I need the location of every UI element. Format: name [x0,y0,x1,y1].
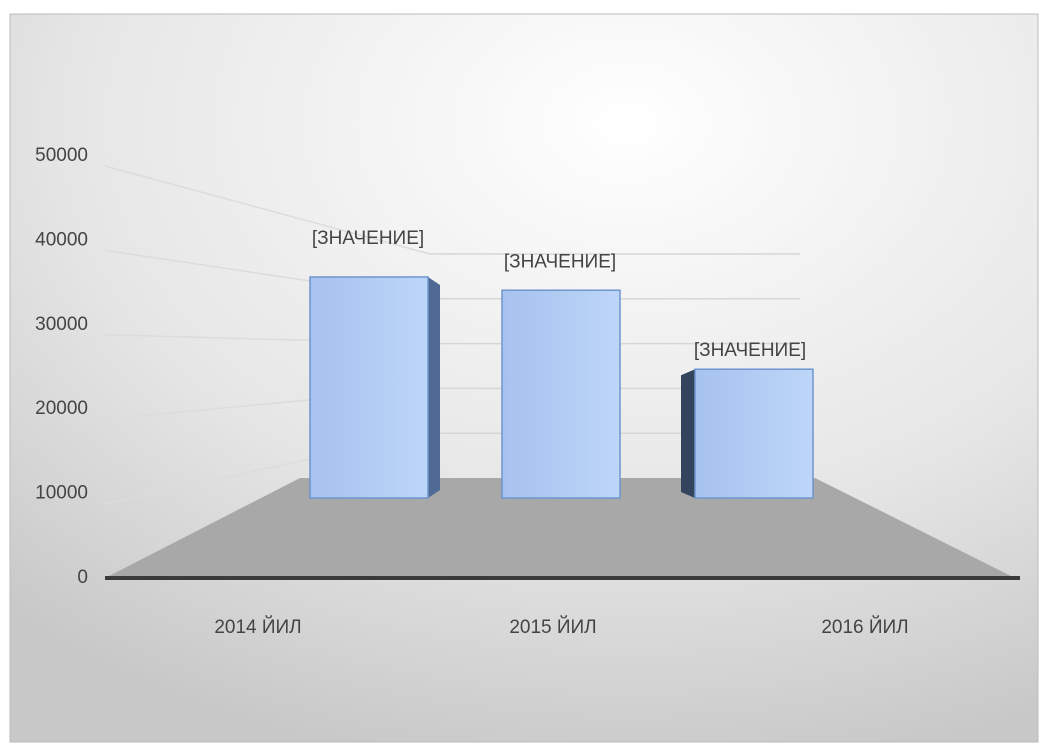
grid-line [104,165,431,255]
x-tick-label: 2015 ЙИЛ [509,616,596,638]
y-tick-label: 0 [77,567,88,588]
data-label: [ЗНАЧЕНИЕ] [694,340,806,361]
y-tick-label: 30000 [35,314,88,335]
y-tick-label: 10000 [35,483,88,504]
bar-side [428,276,440,498]
y-tick-label: 40000 [35,229,88,250]
bar [501,289,621,499]
floor [105,478,1015,578]
bar-side [681,369,695,498]
x-tick-label: 2016 ЙИЛ [821,616,908,638]
x-tick-label: 2014 ЙИЛ [214,616,301,638]
data-label: [ЗНАЧЕНИЕ] [312,228,424,249]
y-tick-label: 50000 [35,145,88,166]
y-tick-label: 20000 [35,398,88,419]
data-label: [ЗНАЧЕНИЕ] [504,251,616,272]
bar [309,276,429,499]
bar [694,368,814,499]
